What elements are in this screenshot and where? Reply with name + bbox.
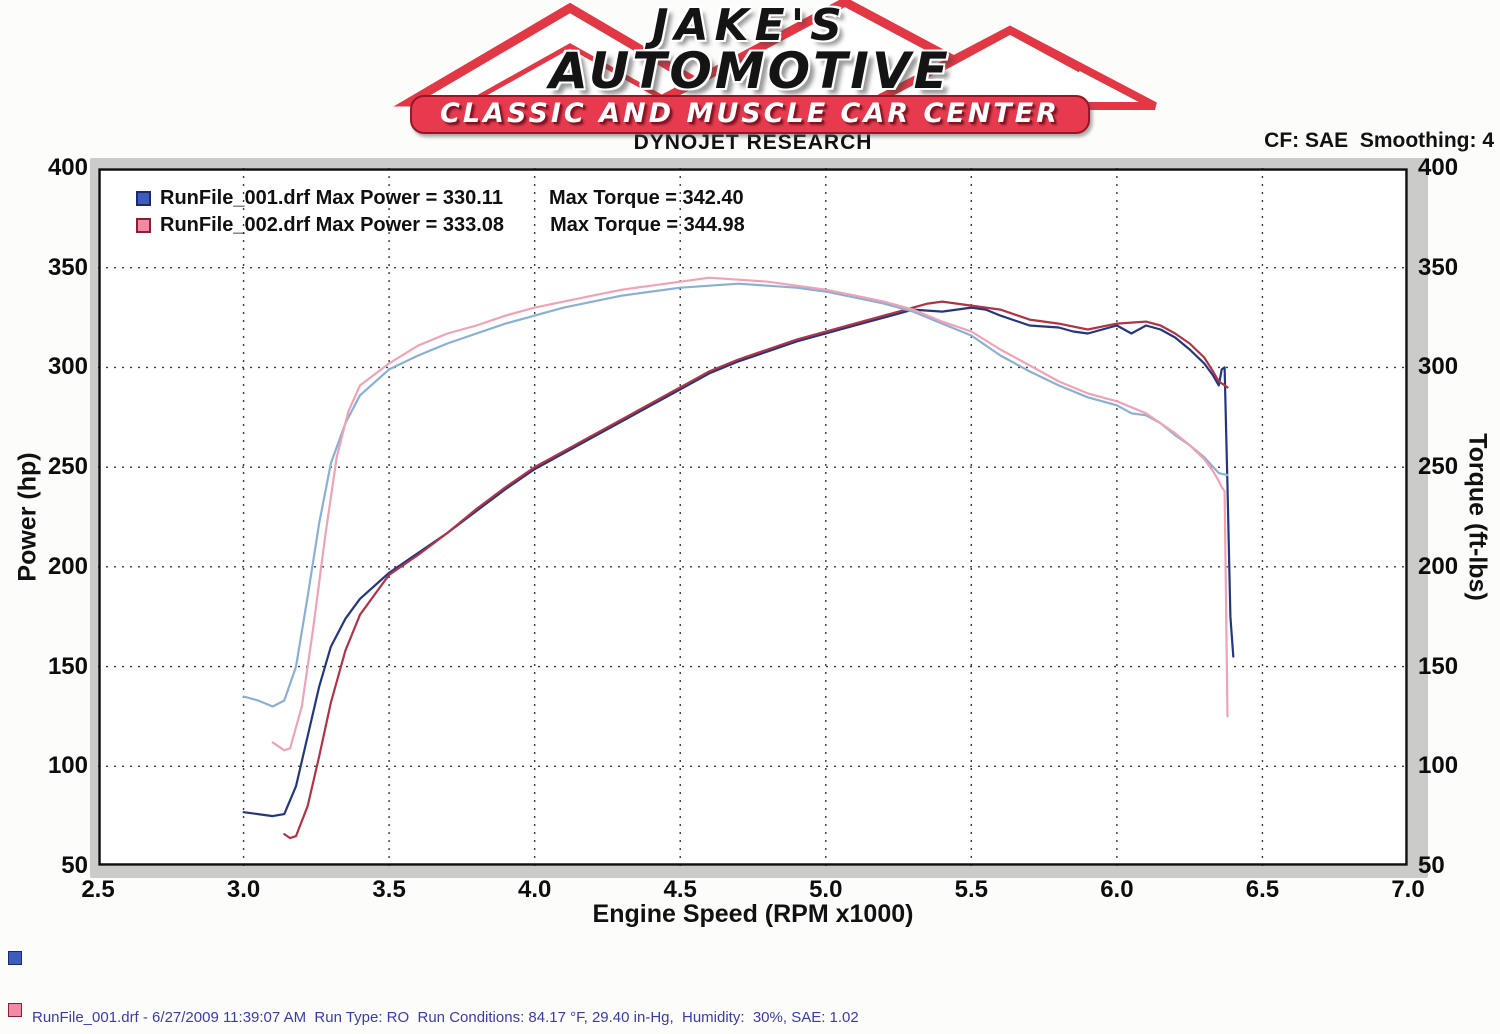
logo-banner-text: CLASSIC AND MUSCLE CAR CENTER (440, 98, 1060, 129)
run2-annotation-swatch-icon (8, 1003, 22, 1017)
power-tick-label: 400 (47, 154, 88, 181)
dynojet-research-title: DYNOJET RESEARCH (633, 131, 873, 154)
dyno-chart (98, 168, 1408, 866)
run1-annotation: RunFile_001.drf - 6/27/2009 11:39:07 AM … (8, 948, 859, 1034)
rpm-tick-label: 2.5 (81, 876, 115, 903)
torque-tick-label: 400 (1418, 154, 1459, 181)
legend-run2-max-torque: Max Torque = 344.98 (550, 214, 745, 236)
legend-row-run2: RunFile_002.drf Max Power = 333.08 Max T… (136, 212, 745, 239)
jakes-automotive-logo: JAKE'S AUTOMOTIVE CLASSIC AND MUSCLE CAR… (320, 0, 1180, 134)
rpm-tick-label: 4.0 (517, 876, 552, 903)
power-tick-label: 250 (47, 453, 88, 481)
rpm-tick-label: 3.0 (226, 876, 261, 903)
power-tick-label: 200 (47, 552, 88, 580)
run2-annotation: RunFile_002.drf - 6/27/2009 11:45:55 AM … (8, 1000, 859, 1034)
power-tick-label: 300 (47, 353, 88, 381)
legend-run1-file: RunFile_001.drf (160, 187, 311, 209)
series-line-RunFile_002-torque-ftlbs (271, 276, 1229, 752)
torque-tick-label: 100 (1418, 752, 1459, 780)
series-line-RunFile_001-torque-ftlbs (242, 282, 1229, 708)
legend-run1-max-torque: Max Torque = 342.40 (548, 187, 744, 209)
rpm-tick-label: 5.0 (809, 876, 843, 903)
run1-annotation-line1: RunFile_001.drf - 6/27/2009 11:39:07 AM … (32, 1009, 859, 1026)
cf-sae-smoothing-label: CF: SAE Smoothing: 4 (1264, 129, 1494, 152)
torque-tick-label: 200 (1418, 552, 1459, 580)
torque-tick-label: 50 (1418, 852, 1445, 879)
logo-text-jakes: JAKE'S (652, 0, 848, 51)
rpm-tick-label: 5.5 (954, 876, 989, 903)
power-tick-label: 150 (47, 652, 88, 680)
run1-swatch-icon (136, 191, 151, 206)
legend-run2-max-power: Max Power = 333.08 (315, 214, 505, 236)
legend-row-run1: RunFile_001.drf Max Power = 330.11 Max T… (136, 185, 745, 212)
torque-tick-label: 250 (1418, 453, 1459, 481)
power-tick-label: 350 (47, 253, 88, 281)
torque-tick-label: 150 (1418, 652, 1459, 680)
rpm-tick-label: 7.0 (1391, 876, 1425, 903)
rpm-tick-label: 4.5 (663, 876, 697, 903)
run-legend: RunFile_001.drf Max Power = 330.11 Max T… (136, 185, 745, 239)
power-tick-label: 50 (61, 852, 88, 879)
logo-text-automotive: AUTOMOTIVE (549, 42, 951, 100)
torque-tick-label: 350 (1418, 253, 1459, 281)
torque-tick-label: 300 (1418, 353, 1459, 381)
rpm-tick-label: 6.0 (1100, 876, 1134, 903)
plot-border (98, 168, 1408, 866)
run1-annotation-swatch-icon (8, 951, 22, 965)
power-tick-label: 100 (47, 752, 88, 780)
logo-banner: CLASSIC AND MUSCLE CAR CENTER (410, 95, 1090, 134)
rpm-tick-label: 6.5 (1245, 876, 1280, 903)
engine-speed-axis-title: Engine Speed (RPM x1000) (592, 900, 914, 928)
run2-swatch-icon (136, 218, 151, 233)
red-triangles-icon (393, 0, 1157, 111)
rpm-tick-label: 3.5 (372, 876, 406, 903)
series-line-RunFile_002-power-hp (283, 300, 1229, 840)
legend-run1-max-power: Max Power = 330.11 (315, 187, 503, 209)
series-line-RunFile_001-power-hp (242, 306, 1235, 818)
legend-run2-file: RunFile_002.drf (160, 214, 311, 236)
